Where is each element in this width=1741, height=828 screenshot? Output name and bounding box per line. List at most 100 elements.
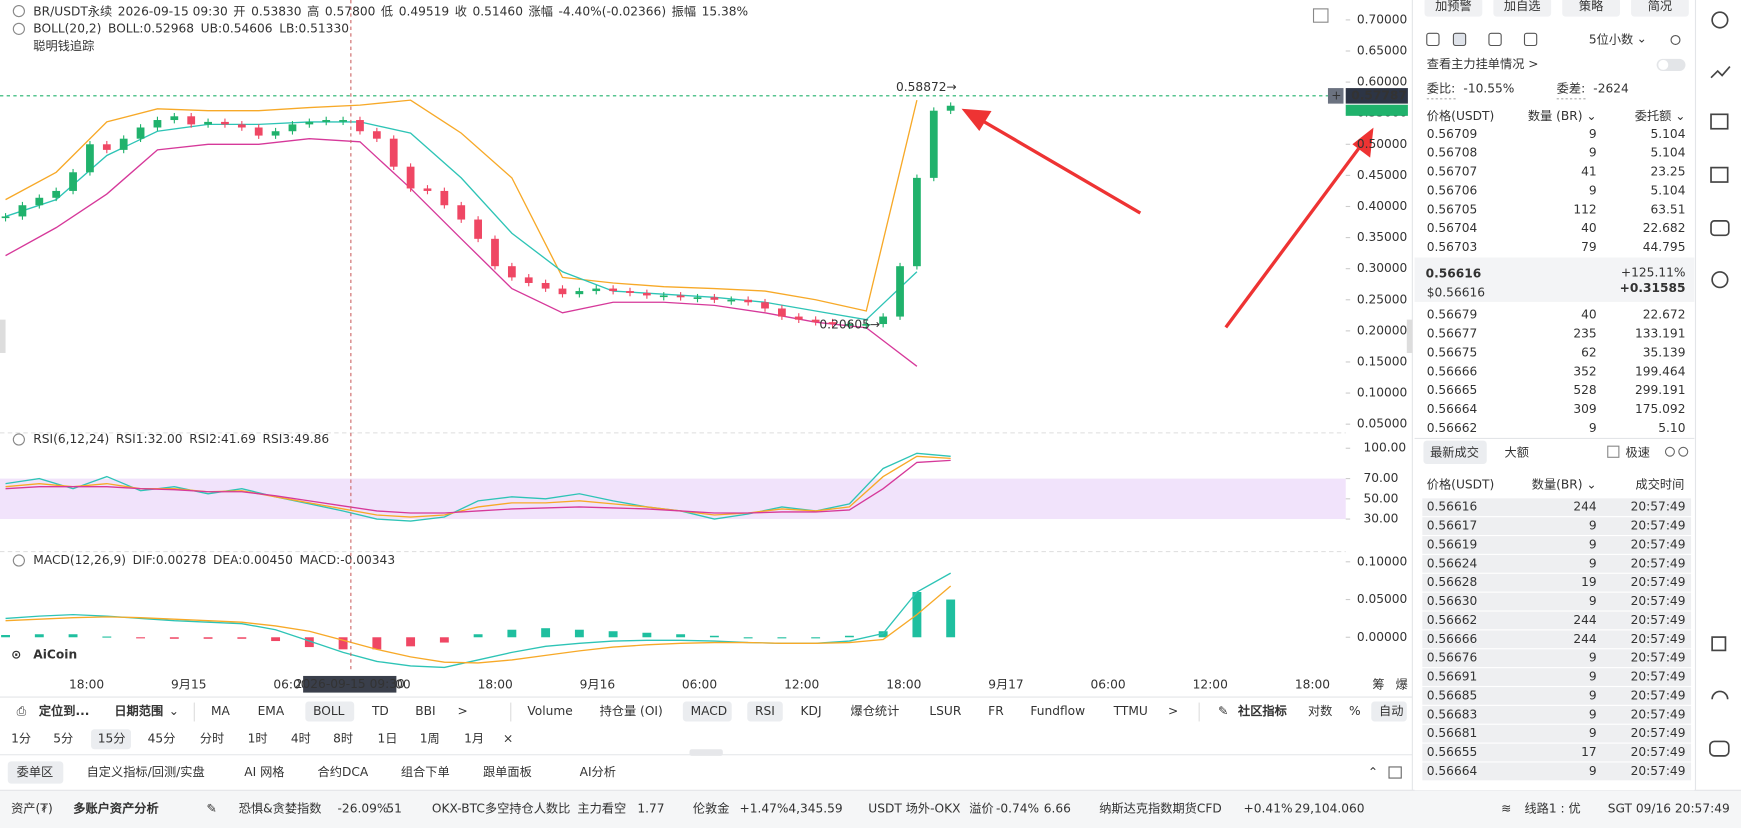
toolbar-item[interactable]: % bbox=[1349, 704, 1361, 718]
button-label[interactable]: 加预警 bbox=[1435, 0, 1472, 13]
period-item[interactable]: 8时 bbox=[333, 732, 353, 746]
toolbar-item[interactable]: FR bbox=[988, 704, 1004, 718]
status-item: 1.77 bbox=[637, 802, 664, 816]
period-item[interactable]: 1分 bbox=[11, 732, 31, 746]
x-tick-label: 18:00 bbox=[886, 677, 921, 691]
macd-bar bbox=[102, 636, 112, 638]
axis-button[interactable]: 筹 bbox=[1372, 677, 1384, 691]
checkbox[interactable] bbox=[1607, 445, 1620, 458]
trade-qty: 9 bbox=[1589, 594, 1597, 608]
candle bbox=[1, 216, 10, 219]
trade-time: 20:57:49 bbox=[1631, 613, 1686, 627]
main-orders-link[interactable]: 查看主力挂单情况 > bbox=[1427, 57, 1539, 71]
chart-header: 振幅 bbox=[672, 4, 696, 19]
period-item[interactable]: 45分 bbox=[148, 732, 176, 746]
panel-tab[interactable]: AI分析 bbox=[580, 765, 616, 779]
panel-tab[interactable]: 合约DCA bbox=[318, 764, 369, 779]
panel-tab[interactable]: 跟单面板 bbox=[483, 765, 532, 779]
toolbar-item[interactable]: Volume bbox=[527, 704, 572, 718]
button-label[interactable]: 策略 bbox=[1579, 0, 1604, 13]
period-item[interactable]: 5分 bbox=[53, 732, 73, 746]
icon: ⌃ bbox=[1368, 765, 1378, 779]
toolbar-item[interactable]: Fundflow bbox=[1030, 704, 1085, 718]
sidebar-icons[interactable] bbox=[1709, 11, 1731, 757]
status-item[interactable]: 资产(₮) bbox=[11, 802, 53, 816]
side-handle[interactable] bbox=[1406, 319, 1413, 353]
side-handle[interactable] bbox=[0, 319, 6, 353]
toolbar-item[interactable]: BBI bbox=[415, 704, 435, 718]
book-cell: 9 bbox=[1589, 127, 1597, 141]
trades-tab[interactable]: 最新成交 bbox=[1430, 444, 1479, 459]
view-icon[interactable] bbox=[1488, 32, 1502, 47]
y-tick-label: 0.20000 bbox=[1357, 323, 1407, 337]
row-bg bbox=[1422, 611, 1692, 630]
drag-handle[interactable] bbox=[689, 749, 723, 756]
view-icon[interactable] bbox=[1523, 32, 1538, 47]
candle bbox=[626, 291, 634, 293]
toolbar-item[interactable]: BOLL bbox=[313, 704, 345, 718]
row-bg bbox=[1422, 743, 1692, 762]
toolbar-item[interactable]: 爆仓统计 bbox=[851, 704, 900, 718]
toolbar-item[interactable]: TD bbox=[371, 704, 389, 718]
book-cell: 0.56664 bbox=[1427, 402, 1478, 416]
selected-bg bbox=[1371, 701, 1407, 722]
book-cell: 44.795 bbox=[1643, 240, 1686, 254]
toolbar-item[interactable]: > bbox=[1168, 704, 1178, 718]
chart-header: 0.57800 bbox=[325, 5, 375, 19]
book-cell: 41 bbox=[1581, 165, 1597, 179]
panel-tab[interactable]: 自定义指标/回测/实盘 bbox=[87, 764, 205, 779]
period-item[interactable]: 1时 bbox=[248, 732, 268, 746]
toolbar-item[interactable]: 对数 bbox=[1308, 703, 1332, 718]
candle bbox=[710, 297, 719, 300]
toolbar-item[interactable]: RSI bbox=[755, 704, 775, 718]
view-icon[interactable] bbox=[1426, 32, 1440, 47]
period-item[interactable]: 分时 bbox=[200, 732, 224, 746]
period-item[interactable]: 4时 bbox=[291, 732, 311, 746]
macd-bar bbox=[237, 637, 247, 639]
chart-header: 0.49519 bbox=[399, 5, 449, 19]
button-label[interactable]: 简况 bbox=[1648, 0, 1672, 13]
view-icon[interactable] bbox=[1452, 32, 1467, 47]
period-item[interactable]: 15分 bbox=[98, 732, 126, 746]
toolbar-item[interactable]: EMA bbox=[258, 704, 285, 718]
candle bbox=[221, 121, 229, 125]
panel-tab[interactable]: 委单区 bbox=[17, 765, 54, 779]
axis-button[interactable]: 爆 bbox=[1396, 677, 1408, 691]
period-item[interactable]: 1日 bbox=[378, 732, 398, 746]
button[interactable] bbox=[1562, 0, 1620, 17]
toolbar-item[interactable]: TTMU bbox=[1113, 704, 1148, 718]
book-cell: 0.56679 bbox=[1427, 308, 1477, 322]
toolbar-item[interactable]: 定位到... bbox=[39, 703, 90, 718]
clip-cover bbox=[1414, 781, 1695, 791]
trades-tab[interactable]: 大额 bbox=[1504, 445, 1528, 459]
panel-tab[interactable]: AI 网格 bbox=[244, 764, 284, 779]
toolbar-item[interactable]: 日期范围 bbox=[114, 703, 163, 718]
button[interactable] bbox=[1424, 0, 1483, 17]
toolbar-item[interactable]: 社区指标 bbox=[1237, 703, 1287, 718]
button[interactable] bbox=[1493, 0, 1552, 17]
button-label[interactable]: 加自选 bbox=[1504, 0, 1541, 13]
toolbar-item[interactable]: MA bbox=[211, 704, 231, 718]
toolbar-item[interactable]: 自动 bbox=[1379, 704, 1403, 718]
period-item[interactable]: × bbox=[503, 732, 513, 746]
status-item: 主力看空 bbox=[577, 802, 626, 816]
row-bg bbox=[1422, 687, 1692, 705]
status-item: 6.66 bbox=[1044, 802, 1071, 816]
period-item[interactable]: 1周 bbox=[420, 732, 440, 746]
status-item[interactable]: 多账户资产分析 bbox=[73, 801, 158, 816]
toolbar-item[interactable]: KDJ bbox=[801, 704, 822, 718]
toolbar-item[interactable]: > bbox=[457, 704, 467, 718]
button[interactable] bbox=[1631, 0, 1689, 17]
gear[interactable] bbox=[1670, 34, 1681, 45]
toolbar-item[interactable]: LSUR bbox=[929, 704, 961, 718]
plus-button[interactable] bbox=[1327, 88, 1344, 104]
ratio-label: 委比: bbox=[1427, 81, 1456, 95]
trade-price: 0.56617 bbox=[1427, 519, 1477, 533]
panel-tab[interactable]: 组合下单 bbox=[401, 764, 450, 779]
toolbar-item[interactable]: 持仓量 (OI) bbox=[600, 703, 663, 718]
candle bbox=[406, 166, 415, 189]
period-item[interactable]: 1月 bbox=[464, 732, 484, 746]
toolbar-item[interactable]: MACD bbox=[691, 704, 728, 718]
